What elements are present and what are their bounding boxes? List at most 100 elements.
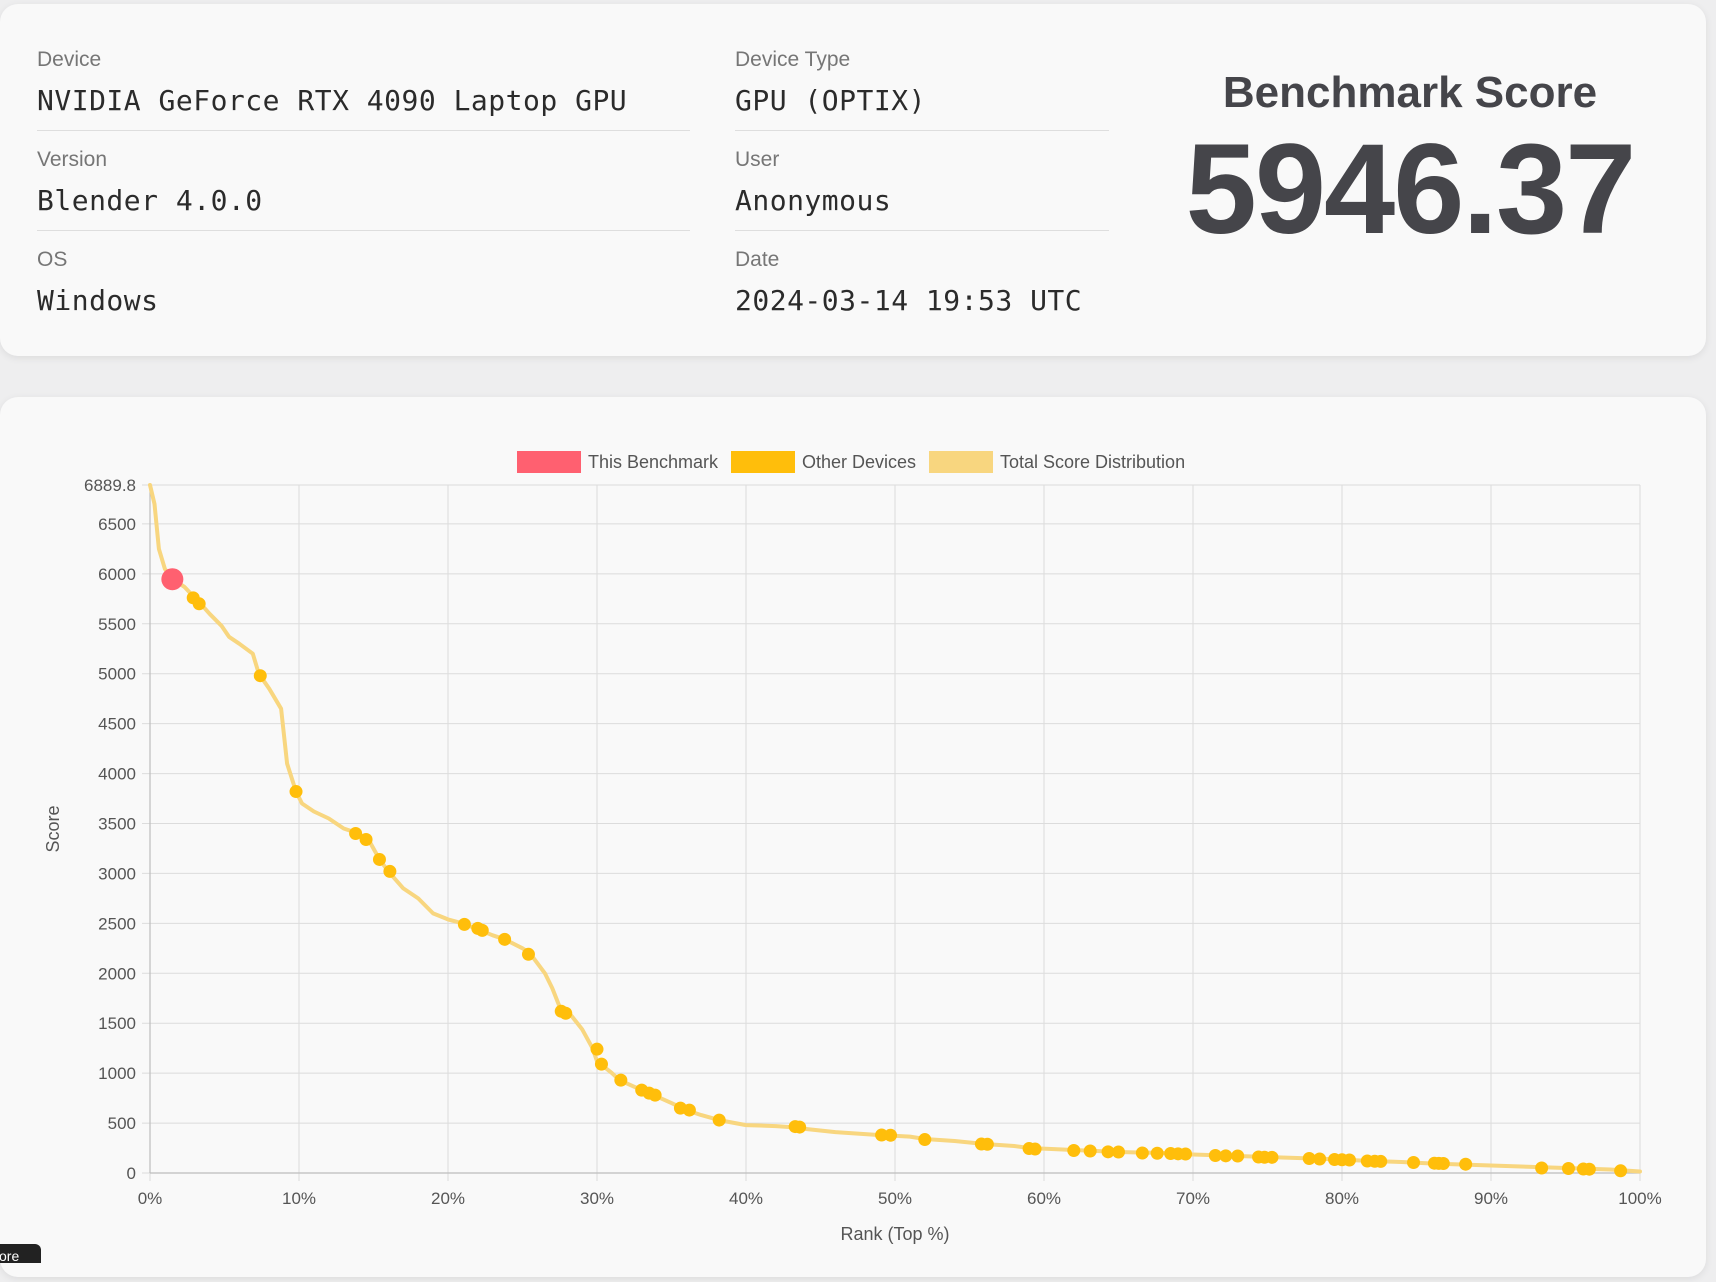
x-tick-label: 0%: [138, 1189, 163, 1208]
y-tick-label: 1000: [98, 1064, 136, 1083]
other-device-point[interactable]: [1342, 1153, 1356, 1167]
other-device-point[interactable]: [253, 669, 267, 683]
device-type-field: Device Type GPU (OPTIX): [735, 48, 926, 117]
x-tick-label: 30%: [580, 1189, 614, 1208]
y-tick-label: 6500: [98, 515, 136, 534]
benchmark-info-card: Device NVIDIA GeForce RTX 4090 Laptop GP…: [0, 4, 1706, 356]
other-device-point[interactable]: [1374, 1154, 1388, 1168]
y-axis-label: Score: [43, 805, 63, 852]
other-device-point[interactable]: [457, 917, 471, 931]
other-device-point[interactable]: [980, 1137, 994, 1151]
y-tick-label: 3500: [98, 814, 136, 833]
benchmark-score-value: 5946.37: [1185, 118, 1637, 261]
other-device-point[interactable]: [559, 1006, 573, 1020]
date-label: Date: [735, 248, 780, 271]
other-device-point[interactable]: [594, 1057, 608, 1071]
other-device-point[interactable]: [884, 1128, 898, 1142]
other-device-point[interactable]: [1112, 1145, 1125, 1159]
other-device-point[interactable]: [1101, 1145, 1115, 1159]
chart-legend[interactable]: This Benchmark Other Devices Total Score…: [517, 451, 1185, 473]
device-value: NVIDIA GeForce RTX 4090 Laptop GPU: [37, 84, 628, 117]
divider: [37, 230, 690, 231]
user-value: Anonymous: [735, 184, 892, 217]
other-device-point[interactable]: [1436, 1157, 1450, 1171]
other-device-point[interactable]: [648, 1088, 662, 1102]
device-type-value: GPU (OPTIX): [735, 84, 926, 117]
score-distribution-chart[interactable]: This Benchmark Other Devices Total Score…: [0, 397, 1706, 1277]
device-label: Device: [37, 48, 102, 71]
other-device-point[interactable]: [1614, 1164, 1628, 1178]
other-device-point[interactable]: [1028, 1142, 1042, 1156]
date-value: 2024-03-14 19:53 UTC: [735, 284, 1083, 317]
other-device-point[interactable]: [1582, 1162, 1596, 1176]
tooltip-fragment: core: [0, 1244, 41, 1263]
version-field: Version Blender 4.0.0: [37, 148, 263, 217]
other-device-point[interactable]: [1219, 1149, 1233, 1163]
other-device-point[interactable]: [1407, 1156, 1421, 1170]
chart-axes: 0 500 1000 1500 2000 2500 3000 3500 4000 4500 5000…: [84, 476, 1662, 1208]
device-field: Device NVIDIA GeForce RTX 4090 Laptop GP…: [37, 48, 627, 117]
other-device-point[interactable]: [1313, 1152, 1327, 1166]
x-tick-label: 70%: [1176, 1189, 1210, 1208]
other-device-point[interactable]: [1208, 1149, 1222, 1163]
other-device-point[interactable]: [1150, 1146, 1164, 1160]
other-device-point[interactable]: [359, 832, 373, 846]
os-field: OS Windows: [37, 248, 159, 317]
this-benchmark-point[interactable]: [161, 568, 184, 591]
divider: [37, 130, 690, 131]
x-axis-label: Rank (Top %): [840, 1224, 949, 1244]
version-label: Version: [37, 148, 108, 171]
other-device-point[interactable]: [1083, 1144, 1097, 1158]
other-device-point[interactable]: [918, 1133, 932, 1147]
chart-card: This Benchmark Other Devices Total Score…: [0, 397, 1706, 1277]
other-device-point[interactable]: [793, 1120, 807, 1134]
user-field: User Anonymous: [735, 148, 891, 217]
other-device-point[interactable]: [614, 1073, 628, 1087]
y-tick-label: 5500: [98, 615, 136, 634]
other-device-point[interactable]: [383, 864, 397, 878]
other-device-point[interactable]: [192, 597, 206, 611]
divider: [735, 130, 1109, 131]
other-device-point[interactable]: [1179, 1147, 1193, 1161]
x-tick-label: 10%: [282, 1189, 316, 1208]
x-tick-label: 40%: [729, 1189, 763, 1208]
other-device-point[interactable]: [372, 852, 386, 866]
legend-swatch-other-devices: [731, 451, 795, 473]
x-tick-label: 100%: [1618, 1189, 1661, 1208]
y-tick-label: 0: [127, 1164, 136, 1183]
y-tick-label: 3000: [98, 864, 136, 883]
y-tick-label: 5000: [98, 665, 136, 684]
other-device-point[interactable]: [521, 947, 535, 961]
y-tick-label: 1500: [98, 1014, 136, 1033]
benchmark-score-title: Benchmark Score: [1222, 68, 1598, 117]
chart-grid: [142, 484, 1641, 1181]
x-tick-label: 50%: [878, 1189, 912, 1208]
version-value: Blender 4.0.0: [37, 184, 263, 217]
y-tick-label: 6889.8: [84, 476, 136, 495]
other-device-point[interactable]: [1265, 1150, 1279, 1164]
other-device-point[interactable]: [498, 932, 512, 946]
other-device-point[interactable]: [682, 1103, 696, 1117]
other-device-point[interactable]: [590, 1042, 604, 1056]
x-tick-label: 60%: [1027, 1189, 1061, 1208]
legend-label-other-devices: Other Devices: [802, 452, 916, 472]
other-device-point[interactable]: [1135, 1146, 1149, 1160]
other-device-point[interactable]: [1067, 1144, 1081, 1158]
other-device-point[interactable]: [289, 785, 303, 799]
y-tick-label: 500: [108, 1114, 136, 1133]
other-device-point[interactable]: [349, 826, 363, 840]
legend-swatch-total-distribution: [929, 451, 993, 473]
legend-label-total-distribution: Total Score Distribution: [1000, 452, 1185, 472]
y-tick-label: 2000: [98, 964, 136, 983]
other-device-point[interactable]: [1231, 1149, 1245, 1163]
other-device-point[interactable]: [475, 923, 489, 937]
x-tick-label: 90%: [1474, 1189, 1508, 1208]
date-field: Date 2024-03-14 19:53 UTC: [735, 248, 1082, 317]
other-device-point[interactable]: [712, 1113, 726, 1127]
other-device-point[interactable]: [1459, 1157, 1473, 1171]
other-device-point[interactable]: [1302, 1152, 1316, 1166]
y-tick-label: 4500: [98, 715, 136, 734]
other-device-point[interactable]: [1535, 1161, 1549, 1175]
other-device-point[interactable]: [1561, 1162, 1575, 1176]
y-tick-label: 4000: [98, 765, 136, 784]
